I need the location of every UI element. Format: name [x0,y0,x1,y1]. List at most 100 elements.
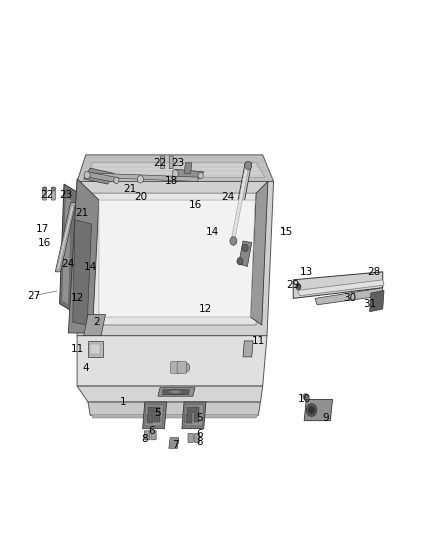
Text: 6: 6 [148,426,155,437]
Text: 15: 15 [280,227,293,237]
Polygon shape [73,220,92,325]
Polygon shape [62,196,72,305]
Polygon shape [57,205,74,269]
Text: 20: 20 [134,192,147,203]
Circle shape [43,187,46,191]
Polygon shape [315,288,383,305]
Text: 11: 11 [71,344,84,354]
Polygon shape [182,402,206,429]
Polygon shape [99,200,255,317]
Polygon shape [90,344,100,354]
FancyBboxPatch shape [151,431,156,440]
Polygon shape [143,402,166,429]
Text: 31: 31 [363,298,376,309]
Polygon shape [239,241,252,266]
Circle shape [52,187,55,191]
Bar [194,414,199,422]
Polygon shape [77,181,274,336]
Text: 14: 14 [206,227,219,237]
Text: 18: 18 [164,176,177,187]
Polygon shape [55,203,76,272]
Circle shape [296,284,301,290]
FancyBboxPatch shape [170,362,180,373]
FancyBboxPatch shape [188,433,193,442]
Text: 30: 30 [343,293,357,303]
Text: 23: 23 [171,158,184,168]
Text: 12: 12 [71,293,84,303]
Text: 8: 8 [141,434,148,445]
Text: 24: 24 [62,259,75,269]
Polygon shape [293,272,383,298]
Text: 5: 5 [196,413,203,423]
Text: 17: 17 [35,224,49,235]
Circle shape [245,161,252,169]
Polygon shape [158,387,195,396]
Polygon shape [184,405,204,426]
Text: 22: 22 [40,190,53,200]
Polygon shape [231,166,249,240]
Polygon shape [60,184,77,312]
Text: 4: 4 [82,362,89,373]
Text: 1: 1 [120,397,126,407]
Polygon shape [251,181,268,325]
Text: 23: 23 [60,190,73,200]
FancyBboxPatch shape [177,362,187,373]
Polygon shape [77,155,274,181]
Polygon shape [84,168,114,184]
Text: 6: 6 [196,429,203,439]
Polygon shape [88,402,261,415]
Bar [187,407,199,413]
Circle shape [198,172,203,179]
Polygon shape [88,341,103,357]
Circle shape [114,177,119,183]
Text: 13: 13 [300,267,313,277]
Circle shape [242,244,248,252]
Polygon shape [88,173,198,181]
Polygon shape [68,179,99,333]
Polygon shape [77,386,263,402]
Text: 2: 2 [93,317,100,327]
Bar [148,407,160,413]
Text: 14: 14 [84,262,97,271]
Text: 16: 16 [188,200,201,211]
Text: 8: 8 [196,437,203,447]
Circle shape [237,257,243,265]
FancyBboxPatch shape [194,433,200,442]
Circle shape [138,175,144,183]
Text: 9: 9 [323,413,329,423]
Polygon shape [173,169,204,179]
Polygon shape [304,399,332,421]
Circle shape [183,364,190,372]
Text: 10: 10 [297,394,311,405]
Polygon shape [145,405,163,426]
Text: 21: 21 [75,208,88,219]
Polygon shape [92,414,258,418]
Polygon shape [297,280,384,296]
Polygon shape [169,438,179,448]
Polygon shape [370,290,384,312]
FancyBboxPatch shape [42,187,46,200]
Polygon shape [162,390,189,394]
Polygon shape [184,163,192,173]
Circle shape [230,237,237,245]
Text: 7: 7 [172,440,179,450]
Text: 28: 28 [367,267,381,277]
Polygon shape [243,341,253,357]
Polygon shape [92,193,262,325]
Bar [147,414,152,423]
Text: 22: 22 [153,158,167,168]
Text: 12: 12 [199,304,212,314]
Polygon shape [84,314,106,336]
Bar [154,414,160,422]
Circle shape [172,169,178,177]
Circle shape [306,403,317,416]
Text: 27: 27 [27,290,40,301]
Circle shape [308,406,314,414]
Polygon shape [77,336,267,386]
Text: 24: 24 [221,192,234,203]
Polygon shape [88,172,119,182]
Polygon shape [230,163,252,243]
FancyBboxPatch shape [145,431,150,440]
Polygon shape [88,163,265,177]
Text: 5: 5 [155,408,161,418]
